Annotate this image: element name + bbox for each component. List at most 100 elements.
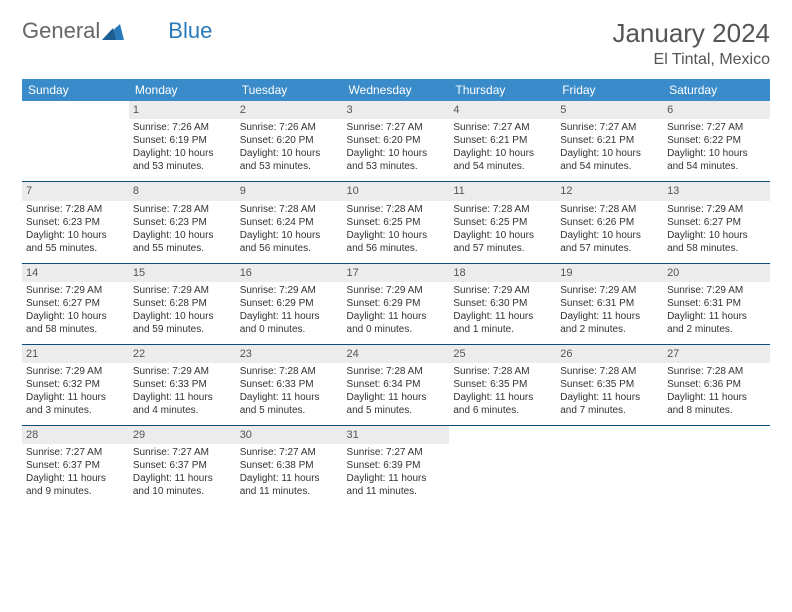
brand-part2: Blue — [168, 18, 212, 44]
day-number: 23 — [236, 345, 343, 363]
sunset-text: Sunset: 6:35 PM — [560, 378, 659, 391]
day-number: 11 — [449, 182, 556, 200]
day-number — [449, 426, 556, 444]
sunrise-text: Sunrise: 7:28 AM — [240, 365, 339, 378]
day-cell: 15Sunrise: 7:29 AMSunset: 6:28 PMDayligh… — [129, 263, 236, 344]
day-data: Sunrise: 7:28 AMSunset: 6:23 PMDaylight:… — [22, 201, 129, 263]
sunrise-text: Sunrise: 7:26 AM — [133, 121, 232, 134]
daylight-text: Daylight: 10 hours and 53 minutes. — [240, 147, 339, 173]
day-number: 19 — [556, 264, 663, 282]
sunrise-text: Sunrise: 7:28 AM — [347, 365, 446, 378]
sunrise-text: Sunrise: 7:28 AM — [453, 365, 552, 378]
sunrise-text: Sunrise: 7:28 AM — [453, 203, 552, 216]
day-number: 6 — [663, 101, 770, 119]
sunrise-text: Sunrise: 7:28 AM — [347, 203, 446, 216]
sunset-text: Sunset: 6:21 PM — [453, 134, 552, 147]
day-data: Sunrise: 7:29 AMSunset: 6:31 PMDaylight:… — [556, 282, 663, 344]
sunrise-text: Sunrise: 7:29 AM — [26, 365, 125, 378]
day-data: Sunrise: 7:27 AMSunset: 6:22 PMDaylight:… — [663, 119, 770, 181]
day-cell: 18Sunrise: 7:29 AMSunset: 6:30 PMDayligh… — [449, 263, 556, 344]
sunrise-text: Sunrise: 7:28 AM — [560, 203, 659, 216]
sunset-text: Sunset: 6:37 PM — [26, 459, 125, 472]
sunrise-text: Sunrise: 7:29 AM — [347, 284, 446, 297]
day-cell: 17Sunrise: 7:29 AMSunset: 6:29 PMDayligh… — [343, 263, 450, 344]
sunset-text: Sunset: 6:21 PM — [560, 134, 659, 147]
sunset-text: Sunset: 6:38 PM — [240, 459, 339, 472]
brand-logo: General Blue — [22, 18, 212, 44]
calendar-table: Sunday Monday Tuesday Wednesday Thursday… — [22, 79, 770, 506]
daylight-text: Daylight: 10 hours and 59 minutes. — [133, 310, 232, 336]
day-cell: 8Sunrise: 7:28 AMSunset: 6:23 PMDaylight… — [129, 182, 236, 263]
sunset-text: Sunset: 6:29 PM — [347, 297, 446, 310]
sunrise-text: Sunrise: 7:29 AM — [26, 284, 125, 297]
day-data: Sunrise: 7:28 AMSunset: 6:25 PMDaylight:… — [343, 201, 450, 263]
day-cell: 30Sunrise: 7:27 AMSunset: 6:38 PMDayligh… — [236, 426, 343, 507]
sunrise-text: Sunrise: 7:27 AM — [133, 446, 232, 459]
sunset-text: Sunset: 6:23 PM — [133, 216, 232, 229]
day-cell: 28Sunrise: 7:27 AMSunset: 6:37 PMDayligh… — [22, 426, 129, 507]
daylight-text: Daylight: 10 hours and 58 minutes. — [26, 310, 125, 336]
weekday-header: Saturday — [663, 79, 770, 101]
day-number: 2 — [236, 101, 343, 119]
day-number: 28 — [22, 426, 129, 444]
sunrise-text: Sunrise: 7:29 AM — [667, 284, 766, 297]
day-cell: 12Sunrise: 7:28 AMSunset: 6:26 PMDayligh… — [556, 182, 663, 263]
day-cell: 20Sunrise: 7:29 AMSunset: 6:31 PMDayligh… — [663, 263, 770, 344]
day-cell: 23Sunrise: 7:28 AMSunset: 6:33 PMDayligh… — [236, 344, 343, 425]
day-number: 27 — [663, 345, 770, 363]
day-cell: 21Sunrise: 7:29 AMSunset: 6:32 PMDayligh… — [22, 344, 129, 425]
weekday-header: Monday — [129, 79, 236, 101]
header: General Blue January 2024 El Tintal, Mex… — [22, 18, 770, 69]
week-row: 28 Sunrise: 7:27 AM Sunset: 6:37 PM Dayligh… — [22, 426, 770, 507]
daylight-text: Daylight: 11 hours and 0 minutes. — [347, 310, 446, 336]
sunrise-text: Sunrise: 7:27 AM — [347, 446, 446, 459]
sunset-text: Sunset: 6:36 PM — [667, 378, 766, 391]
sunrise-text: Sunrise: 7:27 AM — [453, 121, 552, 134]
day-data: Sunrise: 7:28 AMSunset: 6:35 PMDaylight:… — [556, 363, 663, 425]
day-cell — [22, 101, 129, 182]
day-number: 1 — [129, 101, 236, 119]
daylight-text: Daylight: 10 hours and 54 minutes. — [560, 147, 659, 173]
day-data: Sunrise: 7:27 AMSunset: 6:39 PMDaylight:… — [343, 444, 450, 506]
week-row: 1Sunrise: 7:26 AMSunset: 6:19 PMDaylight… — [22, 101, 770, 182]
day-data: Sunrise: 7:29 AMSunset: 6:32 PMDaylight:… — [22, 363, 129, 425]
daylight-text: Daylight: 10 hours and 58 minutes. — [667, 229, 766, 255]
weekday-header: Friday — [556, 79, 663, 101]
day-number — [663, 426, 770, 444]
daylight-text: Daylight: 11 hours and 2 minutes. — [560, 310, 659, 336]
daylight-text: Daylight: 10 hours and 54 minutes. — [453, 147, 552, 173]
sunset-text: Sunset: 6:34 PM — [347, 378, 446, 391]
day-data: Sunrise: 7:27 AMSunset: 6:20 PMDaylight:… — [343, 119, 450, 181]
day-data: Sunrise: 7:26 AMSunset: 6:19 PMDaylight:… — [129, 119, 236, 181]
day-cell: 25Sunrise: 7:28 AMSunset: 6:35 PMDayligh… — [449, 344, 556, 425]
daylight-text: Daylight: 10 hours and 54 minutes. — [667, 147, 766, 173]
daylight-text: Daylight: 10 hours and 56 minutes. — [347, 229, 446, 255]
day-cell — [449, 426, 556, 507]
sunrise-text: Sunrise: 7:29 AM — [667, 203, 766, 216]
sunset-text: Sunset: 6:25 PM — [347, 216, 446, 229]
daylight-text: Daylight: 11 hours and 5 minutes. — [347, 391, 446, 417]
day-number: 24 — [343, 345, 450, 363]
calendar-body: 1Sunrise: 7:26 AMSunset: 6:19 PMDaylight… — [22, 101, 770, 506]
sunrise-text: Sunrise: 7:27 AM — [347, 121, 446, 134]
day-number: 10 — [343, 182, 450, 200]
day-cell — [663, 426, 770, 507]
weekday-header: Sunday — [22, 79, 129, 101]
day-number: 22 — [129, 345, 236, 363]
day-data: Sunrise: 7:29 AMSunset: 6:29 PMDaylight:… — [236, 282, 343, 344]
sunset-text: Sunset: 6:27 PM — [667, 216, 766, 229]
sunset-text: Sunset: 6:22 PM — [667, 134, 766, 147]
daylight-text: Daylight: 11 hours and 8 minutes. — [667, 391, 766, 417]
day-data: Sunrise: 7:28 AMSunset: 6:26 PMDaylight:… — [556, 201, 663, 263]
daylight-text: Daylight: 10 hours and 55 minutes. — [133, 229, 232, 255]
sunset-text: Sunset: 6:28 PM — [133, 297, 232, 310]
day-number — [22, 101, 129, 119]
day-cell: 9Sunrise: 7:28 AMSunset: 6:24 PMDaylight… — [236, 182, 343, 263]
daylight-text: Daylight: 10 hours and 57 minutes. — [560, 229, 659, 255]
day-cell: 4Sunrise: 7:27 AMSunset: 6:21 PMDaylight… — [449, 101, 556, 182]
day-cell: 11Sunrise: 7:28 AMSunset: 6:25 PMDayligh… — [449, 182, 556, 263]
month-title: January 2024 — [612, 18, 770, 49]
weekday-header: Tuesday — [236, 79, 343, 101]
daylight-text: Daylight: 11 hours and 11 minutes. — [347, 472, 446, 498]
day-cell: 3Sunrise: 7:27 AMSunset: 6:20 PMDaylight… — [343, 101, 450, 182]
